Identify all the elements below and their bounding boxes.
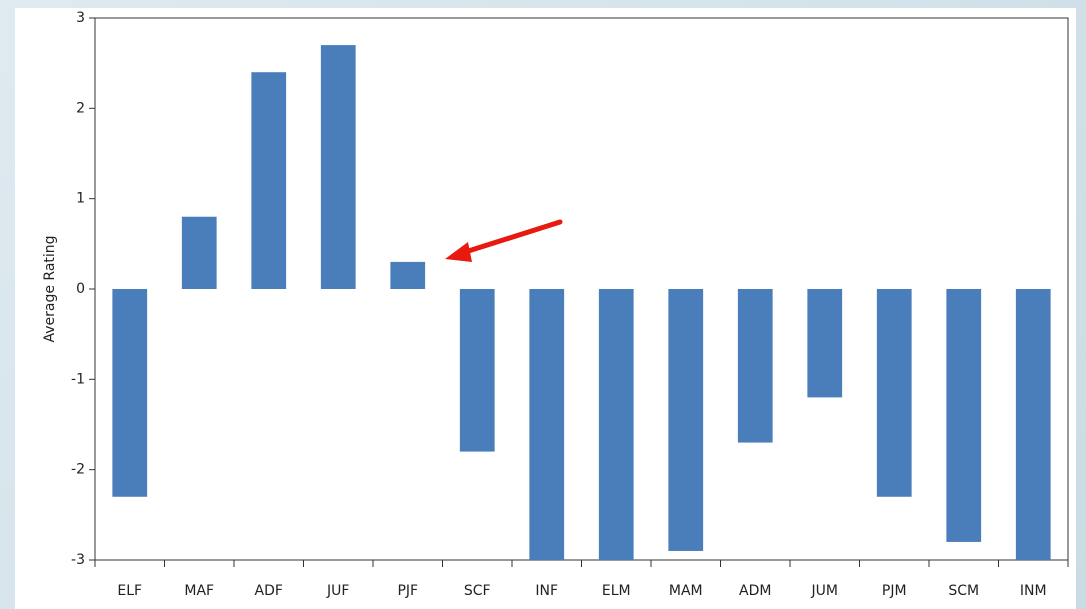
bar [946, 289, 982, 542]
x-tick-label: MAF [184, 583, 214, 599]
bar [251, 72, 287, 289]
bar [598, 289, 634, 560]
bar [390, 261, 426, 289]
x-tick-label: ADF [255, 583, 283, 599]
x-tick-label: INM [1020, 583, 1047, 599]
x-tick-label: ADM [739, 583, 771, 599]
bar [668, 289, 704, 551]
y-tick-label: 3 [76, 10, 85, 26]
bar [320, 45, 356, 289]
annotation-arrow [445, 219, 563, 262]
bar [737, 289, 773, 443]
marks: -3 -2 -1 0 1 2 3 ELF MAF ADF JUF PJF SCF INF ELM MAM ADM… [71, 10, 1069, 599]
y-tick-label: -3 [71, 552, 85, 568]
x-tick-label: JUM [811, 583, 838, 599]
y-tick-label: 1 [76, 191, 85, 207]
x-tick-label: MAM [669, 583, 703, 599]
y-tick-label: 2 [76, 100, 85, 116]
x-tick-label: PJM [882, 583, 907, 599]
x-tick-label: INF [535, 583, 558, 599]
x-tick-label: JUF [326, 583, 349, 599]
bar [459, 289, 495, 452]
bar [529, 289, 565, 560]
bar [1015, 289, 1051, 560]
y-tick-label: 0 [76, 281, 85, 297]
y-tick-label: -2 [71, 462, 85, 478]
bar [876, 289, 912, 497]
x-tick-label: PJF [397, 583, 418, 599]
x-tick-label: SCM [948, 583, 979, 599]
y-tick-label: -1 [71, 371, 85, 387]
x-tick-label: SCF [464, 583, 491, 599]
bar [181, 216, 217, 289]
x-tick-label: ELM [602, 583, 631, 599]
y-axis-label: Average Rating [42, 235, 58, 342]
arrow-shaft [459, 219, 563, 256]
x-tick-label: ELF [117, 583, 142, 599]
bar [112, 289, 148, 497]
arrow-head [445, 242, 472, 262]
bar [807, 289, 843, 398]
